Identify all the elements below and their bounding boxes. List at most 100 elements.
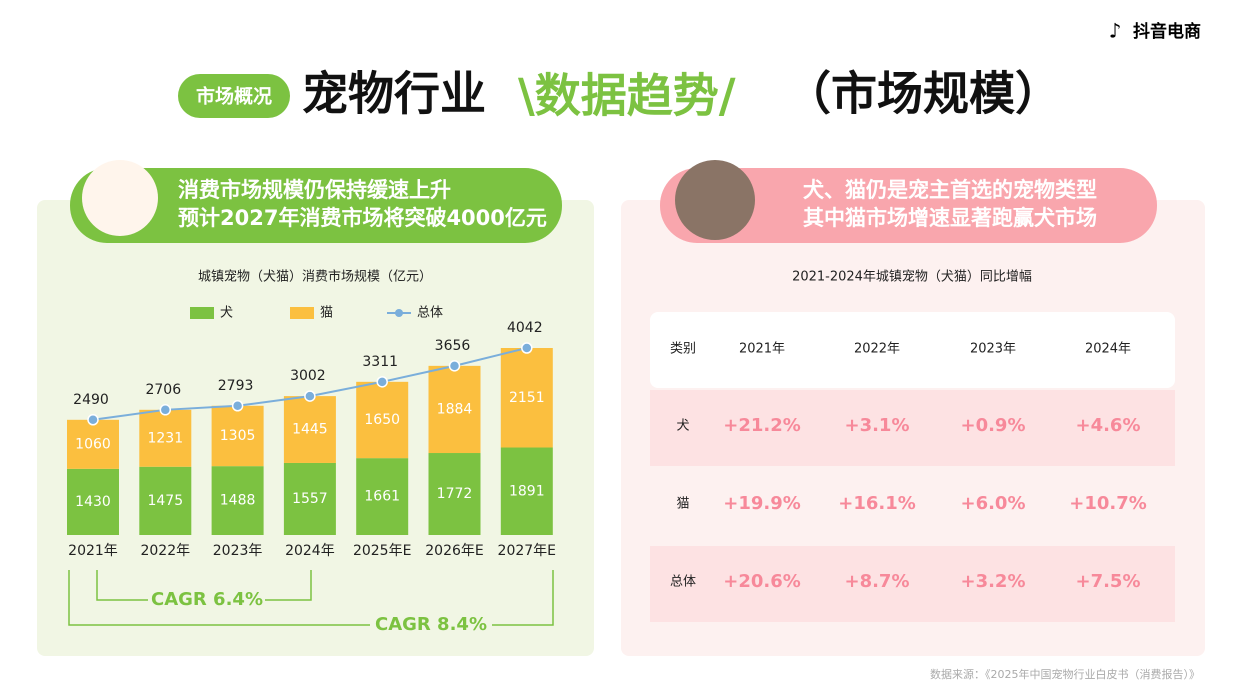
table-header: 2024年 (1085, 342, 1131, 357)
table-header-row (650, 312, 1175, 388)
data-label: 2151 (509, 390, 545, 406)
total-label: 4042 (507, 320, 543, 336)
bar-segment (500, 348, 553, 448)
total-point (521, 342, 533, 354)
table-header: 2022年 (854, 342, 900, 357)
bar-segment (139, 466, 192, 535)
table-value: +0.9% (960, 415, 1025, 436)
total-label: 3311 (362, 354, 398, 370)
banner-line: 其中猫市场增速显著跑赢犬市场 (803, 206, 1097, 230)
table-row-label: 犬 (676, 419, 689, 434)
bar-segment (500, 447, 553, 535)
data-label: 1661 (364, 489, 400, 505)
brand: 抖音电商 (1133, 21, 1201, 42)
legend-label: 猫 (320, 306, 333, 321)
x-tick-label: 2026年E (425, 543, 483, 559)
dog-icon (82, 160, 158, 236)
data-label: 1445 (292, 422, 328, 438)
total-point (159, 404, 172, 416)
legend-swatch (290, 307, 314, 319)
bar-segment (356, 381, 409, 459)
table-value: +20.6% (723, 571, 801, 592)
bar-segment (356, 458, 409, 535)
banner-line: 消费市场规模仍保持缓速上升 (178, 178, 451, 202)
tag: 市场概况 (196, 85, 272, 108)
table-row-label: 猫 (676, 497, 689, 512)
table-value: +3.1% (844, 415, 909, 436)
legend-label: 犬 (220, 306, 233, 321)
x-tick-label: 2024年 (285, 543, 335, 559)
x-tick-label: 2027年E (498, 543, 556, 559)
table-value: +21.2% (723, 415, 801, 436)
bracket (265, 570, 312, 601)
total-point (376, 376, 388, 388)
table-header: 2023年 (970, 342, 1016, 357)
bar-segment (211, 405, 264, 467)
bracket (492, 570, 554, 626)
data-label: 1305 (220, 428, 256, 444)
data-label: 1650 (364, 412, 400, 428)
table-value: +7.5% (1075, 571, 1140, 592)
total-label: 3656 (435, 338, 471, 354)
total-point (231, 400, 244, 412)
bar-segment (428, 365, 481, 454)
table-value: +16.1% (838, 493, 916, 514)
data-label: 1772 (437, 486, 473, 502)
bar-segment (67, 419, 119, 469)
source: 数据来源：《2025年中国宠物行业白皮书（消费报告）》 (930, 667, 1200, 681)
right-banner (660, 168, 1157, 243)
bar-segment (211, 466, 264, 535)
table-row (650, 468, 1175, 544)
data-label: 1884 (437, 401, 473, 417)
table-row (650, 390, 1175, 466)
legend-dot (395, 309, 403, 317)
table-header: 2021年 (739, 342, 785, 357)
bar-segment (283, 396, 336, 463)
bracket (68, 570, 370, 626)
tag-pill (178, 74, 290, 118)
table-row (650, 546, 1175, 622)
x-tick-label: 2023年 (213, 543, 263, 559)
data-label: 1430 (75, 494, 111, 510)
table-value: +19.9% (723, 493, 801, 514)
title: 宠物行业 (302, 67, 486, 121)
bar-segment (428, 453, 481, 535)
banner-line: 犬、猫仍是宠主首选的宠物类型 (803, 178, 1097, 202)
data-label: 1475 (147, 493, 183, 509)
total-point (87, 414, 99, 426)
table-value: +8.7% (844, 571, 909, 592)
annotation: CAGR 6.4% (151, 589, 263, 610)
data-label: 1060 (75, 436, 111, 452)
data-label: 1488 (220, 493, 256, 509)
bar-segment (139, 409, 192, 467)
bracket (96, 570, 148, 601)
data-label: 1231 (147, 430, 183, 446)
brand-icon: ♪ (1109, 19, 1122, 43)
annotation: CAGR 8.4% (375, 614, 487, 635)
table-header: 类别 (670, 342, 696, 357)
cagr-brackets (68, 570, 554, 626)
table-value: +4.6% (1075, 415, 1140, 436)
x-tick-label: 2021年 (68, 543, 118, 559)
total-label: 2490 (73, 392, 109, 408)
title-highlight: \数据趋势/ (518, 69, 736, 123)
legend-swatch (190, 307, 214, 319)
table-row-label: 总体 (670, 575, 696, 590)
table-value: +10.7% (1069, 493, 1147, 514)
total-point (304, 390, 316, 402)
cat-icon (675, 160, 755, 240)
legend-label: 总体 (417, 306, 443, 321)
title-sub: （市场规模） (785, 67, 1061, 121)
total-label: 2793 (218, 378, 254, 394)
total-point (448, 360, 461, 372)
bar-segment (67, 468, 119, 535)
table-title: 2021-2024年城镇宠物（犬猫）同比增幅 (792, 269, 1032, 285)
left-banner (70, 168, 562, 243)
banner-line: 预计2027年消费市场将突破4000亿元 (178, 206, 547, 230)
chart-title: 城镇宠物（犬猫）消费市场规模（亿元） (198, 269, 432, 285)
data-label: 1557 (292, 491, 328, 507)
x-tick-label: 2025年E (353, 543, 411, 559)
x-tick-label: 2022年 (140, 543, 190, 559)
data-label: 1891 (509, 483, 545, 499)
table-value: +3.2% (960, 571, 1025, 592)
